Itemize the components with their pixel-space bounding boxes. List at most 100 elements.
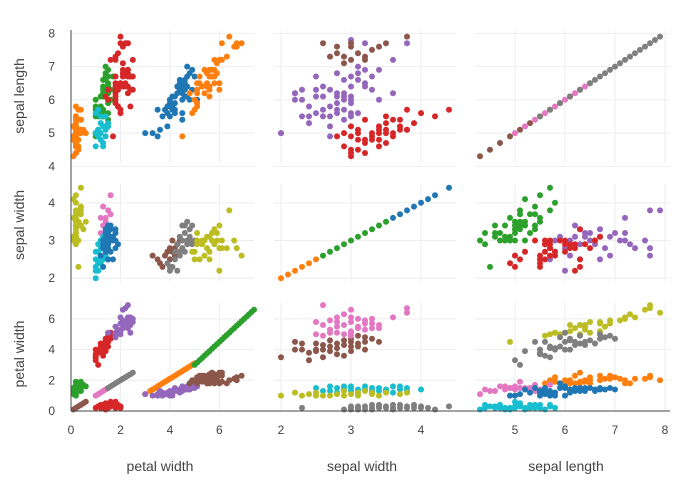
data-point (587, 377, 593, 384)
data-point (206, 66, 213, 73)
data-point (348, 123, 354, 130)
data-point (169, 374, 176, 381)
data-point (285, 271, 291, 278)
data-point (577, 256, 583, 263)
data-point (404, 389, 410, 396)
data-point (320, 106, 326, 113)
data-point (171, 248, 178, 255)
data-point (572, 222, 578, 229)
data-point (233, 245, 240, 252)
data-point (632, 314, 638, 321)
data-point (218, 237, 225, 244)
data-point (213, 341, 220, 348)
data-point (522, 218, 528, 225)
data-point (517, 222, 523, 229)
data-point (362, 66, 368, 73)
data-point (622, 230, 628, 236)
data-point (72, 392, 79, 399)
data-point (562, 237, 568, 244)
data-point (383, 40, 389, 47)
data-point (562, 338, 568, 345)
data-point (362, 334, 368, 341)
data-point (404, 33, 410, 40)
data-point (492, 222, 498, 229)
data-point (159, 380, 166, 387)
data-point (369, 335, 375, 342)
data-point (592, 388, 598, 394)
data-point (292, 389, 298, 396)
data-point (149, 130, 156, 137)
data-point (522, 248, 528, 255)
data-point (597, 377, 603, 384)
data-point (369, 401, 375, 408)
data-point (512, 392, 518, 399)
data-point (557, 385, 563, 391)
data-point (115, 241, 121, 248)
data-point (376, 143, 382, 150)
data-point (334, 50, 340, 57)
data-point (201, 372, 208, 379)
data-point (320, 322, 326, 328)
data-point (334, 345, 340, 352)
data-point (112, 226, 119, 233)
data-point (341, 388, 347, 394)
data-point (348, 73, 354, 80)
data-point (105, 256, 112, 263)
data-point (238, 40, 245, 47)
data-point (517, 211, 523, 218)
data-point (572, 388, 578, 394)
data-point (154, 133, 161, 140)
data-point (124, 40, 131, 47)
y-tick-label: 2 (48, 271, 55, 285)
data-point (567, 322, 573, 328)
data-point (102, 226, 109, 233)
data-point (179, 116, 186, 123)
data-point (642, 375, 648, 382)
data-point (597, 319, 603, 325)
y-tick-label: 3 (48, 234, 55, 248)
data-point (92, 248, 99, 255)
data-point (562, 96, 568, 103)
data-point (299, 86, 305, 93)
data-point (362, 403, 368, 410)
y-axis-title-sepal-width: sepal width (11, 190, 27, 260)
data-point (397, 116, 403, 123)
data-point (105, 343, 112, 350)
data-point (107, 248, 114, 255)
data-point (557, 237, 563, 244)
data-point (127, 103, 134, 110)
data-point (341, 93, 347, 100)
data-point (77, 126, 84, 133)
data-point (77, 116, 84, 123)
data-point (547, 331, 553, 338)
data-point (102, 214, 109, 221)
data-point (181, 76, 188, 83)
data-point (82, 383, 89, 390)
data-point (97, 252, 104, 259)
data-point (411, 120, 417, 127)
data-point (502, 233, 508, 240)
data-point (512, 398, 518, 405)
data-point (397, 401, 403, 408)
data-point (390, 214, 396, 221)
data-point (306, 260, 312, 267)
data-point (522, 348, 528, 355)
data-point (622, 214, 628, 221)
x-axis-title-sepal-width: sepal width (327, 458, 397, 474)
data-point (577, 263, 583, 270)
data-point (348, 56, 354, 63)
data-point (327, 326, 333, 333)
data-point (127, 329, 134, 336)
data-point (105, 123, 112, 130)
data-point (292, 338, 298, 345)
data-point (657, 33, 663, 40)
data-point (355, 126, 361, 133)
data-point (216, 86, 223, 93)
data-point (547, 106, 553, 113)
data-point (362, 346, 368, 353)
data-point (196, 256, 203, 263)
data-point (532, 404, 538, 411)
data-point (577, 241, 583, 248)
data-point (231, 237, 238, 244)
data-point (100, 203, 107, 210)
